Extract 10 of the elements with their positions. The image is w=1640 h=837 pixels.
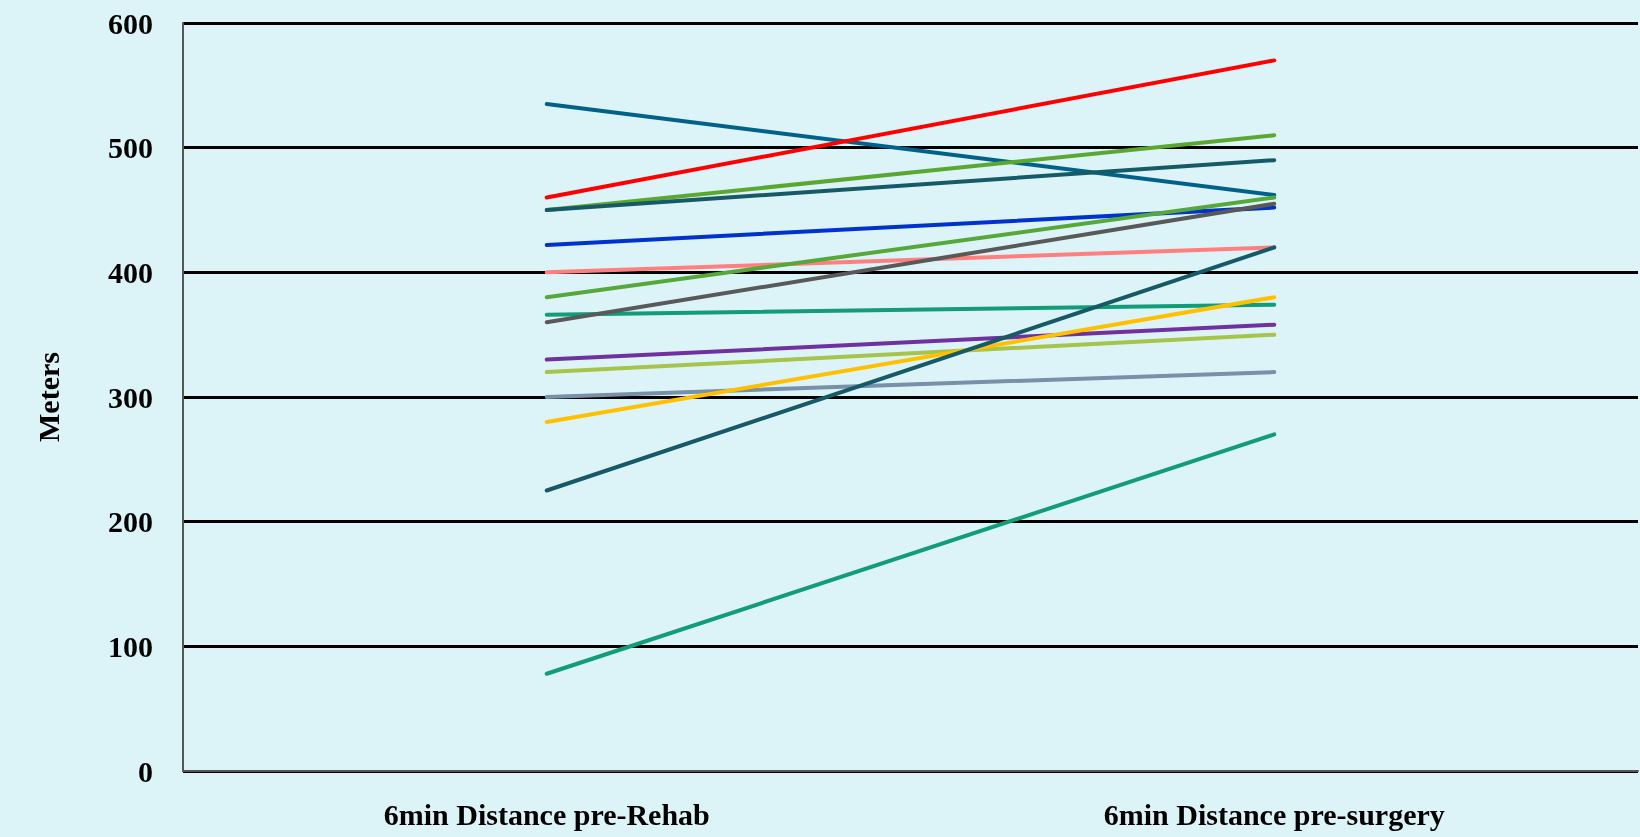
x-tick-label: 6min Distance pre-surgery — [1103, 797, 1445, 831]
y-tick-label: 100 — [108, 629, 153, 663]
y-tick-label: 500 — [108, 131, 153, 165]
y-axis-title: Meters — [31, 352, 65, 442]
y-tick-label: 0 — [138, 754, 153, 788]
y-tick-label: 400 — [108, 255, 153, 289]
y-tick-label: 600 — [108, 6, 153, 40]
x-tick-label: 6min Distance pre-Rehab — [383, 797, 710, 831]
y-tick-label: 300 — [108, 380, 153, 414]
y-tick-label: 200 — [108, 505, 153, 539]
